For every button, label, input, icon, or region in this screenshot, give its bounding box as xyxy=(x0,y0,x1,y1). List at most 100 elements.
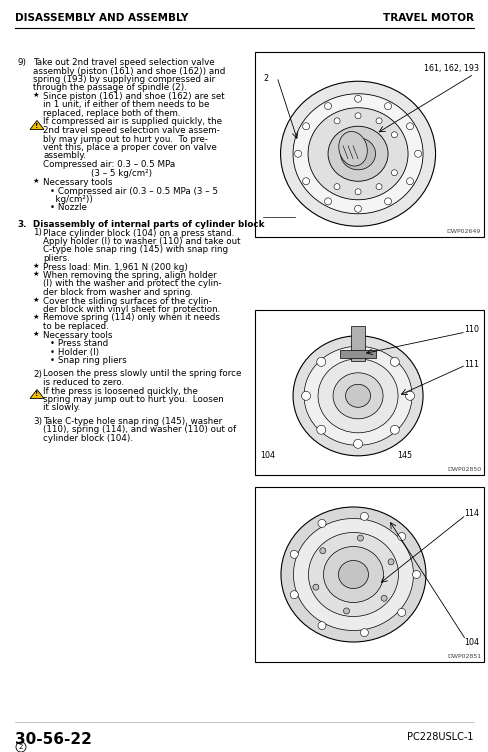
Circle shape xyxy=(316,357,325,366)
Ellipse shape xyxy=(345,384,370,408)
Bar xyxy=(254,487,483,662)
Bar xyxy=(339,350,375,358)
Circle shape xyxy=(406,123,413,130)
Text: DWP02850: DWP02850 xyxy=(446,467,480,472)
Text: DWP02851: DWP02851 xyxy=(446,654,480,659)
Text: pliers.: pliers. xyxy=(43,254,70,263)
Text: (3 – 5 kg/cm²): (3 – 5 kg/cm²) xyxy=(91,168,152,177)
Text: vent this, place a proper cover on valve: vent this, place a proper cover on valve xyxy=(43,143,216,152)
Circle shape xyxy=(414,150,421,157)
Text: Disassembly of internal parts of cylinder block: Disassembly of internal parts of cylinde… xyxy=(33,220,264,229)
Text: spring may jump out to hurt you.  Loosen: spring may jump out to hurt you. Loosen xyxy=(43,395,224,404)
Text: C-type hole snap ring (145) with snap ring: C-type hole snap ring (145) with snap ri… xyxy=(43,245,228,254)
Text: 3.: 3. xyxy=(17,220,26,229)
Circle shape xyxy=(354,189,360,195)
Text: Cover the sliding surfaces of the cylin-: Cover the sliding surfaces of the cylin- xyxy=(43,296,211,305)
Circle shape xyxy=(397,608,405,617)
Circle shape xyxy=(405,391,414,400)
Circle shape xyxy=(411,571,420,578)
Text: it slowly.: it slowly. xyxy=(43,404,80,413)
Text: 30-56-22: 30-56-22 xyxy=(15,732,92,747)
Circle shape xyxy=(390,170,397,176)
Circle shape xyxy=(390,132,397,138)
Text: Compressed air: 0.3 – 0.5 MPa: Compressed air: 0.3 – 0.5 MPa xyxy=(43,160,175,169)
Text: 111: 111 xyxy=(463,360,478,369)
Text: !: ! xyxy=(35,392,39,398)
Text: bly may jump out to hurt you.  To pre-: bly may jump out to hurt you. To pre- xyxy=(43,135,207,144)
Text: Remove spring (114) only when it needs: Remove spring (114) only when it needs xyxy=(43,314,220,323)
Text: ★: ★ xyxy=(33,92,40,98)
Circle shape xyxy=(290,550,298,558)
Text: through the passage of spindle (2).: through the passage of spindle (2). xyxy=(33,83,186,92)
Circle shape xyxy=(316,425,325,434)
Ellipse shape xyxy=(332,373,382,419)
Text: 1): 1) xyxy=(33,229,42,238)
Text: der block from washer and spring.: der block from washer and spring. xyxy=(43,288,193,297)
Text: Necessary tools: Necessary tools xyxy=(43,178,112,187)
Circle shape xyxy=(360,512,367,520)
Ellipse shape xyxy=(304,347,411,445)
Ellipse shape xyxy=(307,108,407,200)
Circle shape xyxy=(354,205,361,212)
Ellipse shape xyxy=(308,532,398,617)
Text: assembly.: assembly. xyxy=(43,151,86,160)
Circle shape xyxy=(375,183,381,190)
Circle shape xyxy=(312,584,318,590)
Circle shape xyxy=(389,357,399,366)
Text: 2): 2) xyxy=(33,369,42,378)
Polygon shape xyxy=(30,120,44,129)
Text: 2: 2 xyxy=(19,744,23,750)
Circle shape xyxy=(343,608,349,614)
Ellipse shape xyxy=(323,547,383,602)
Text: Necessary tools: Necessary tools xyxy=(43,330,112,339)
Text: kg/cm²)): kg/cm²)) xyxy=(50,195,93,204)
Text: Apply holder (I) to washer (110) and take out: Apply holder (I) to washer (110) and tak… xyxy=(43,237,240,246)
Circle shape xyxy=(317,520,325,527)
Text: 9): 9) xyxy=(17,58,26,67)
Circle shape xyxy=(302,177,309,185)
Circle shape xyxy=(389,425,399,434)
Text: in 1 unit, if either of them needs to be: in 1 unit, if either of them needs to be xyxy=(43,101,209,110)
Circle shape xyxy=(354,113,360,119)
Ellipse shape xyxy=(327,126,387,181)
Text: ★: ★ xyxy=(33,178,40,184)
Text: If compressed air is supplied quickly, the: If compressed air is supplied quickly, t… xyxy=(43,117,222,126)
Text: 104: 104 xyxy=(260,451,274,460)
Circle shape xyxy=(384,102,391,110)
Text: Since piston (161) and shoe (162) are set: Since piston (161) and shoe (162) are se… xyxy=(43,92,224,101)
Text: spring (193) by supplying compressed air: spring (193) by supplying compressed air xyxy=(33,75,215,84)
Bar xyxy=(254,310,483,475)
Text: • Nozzle: • Nozzle xyxy=(50,204,87,213)
Bar xyxy=(254,52,483,237)
Text: (110), spring (114), and washer (110) out of: (110), spring (114), and washer (110) ou… xyxy=(43,426,236,435)
Text: 2: 2 xyxy=(263,74,267,83)
Circle shape xyxy=(357,535,363,541)
Text: Take out 2nd travel speed selection valve: Take out 2nd travel speed selection valv… xyxy=(33,58,214,67)
Circle shape xyxy=(294,150,301,157)
Text: • Press stand: • Press stand xyxy=(50,339,108,348)
Circle shape xyxy=(324,102,331,110)
Circle shape xyxy=(354,96,361,102)
Ellipse shape xyxy=(280,81,435,226)
Circle shape xyxy=(290,590,298,599)
Polygon shape xyxy=(30,390,44,399)
Ellipse shape xyxy=(281,507,425,642)
Text: der block with vinyl sheet for protection.: der block with vinyl sheet for protectio… xyxy=(43,305,220,314)
Text: PC228USLC-1: PC228USLC-1 xyxy=(407,732,473,742)
Text: assembly (piston (161) and shoe (162)) and: assembly (piston (161) and shoe (162)) a… xyxy=(33,66,225,75)
Circle shape xyxy=(380,596,386,602)
Circle shape xyxy=(319,547,325,553)
Circle shape xyxy=(333,118,339,124)
Text: 145: 145 xyxy=(396,451,411,460)
Text: (I) with the washer and protect the cylin-: (I) with the washer and protect the cyli… xyxy=(43,280,221,289)
Text: ★: ★ xyxy=(33,314,40,320)
Text: ★: ★ xyxy=(33,271,40,277)
Text: ★: ★ xyxy=(33,330,40,336)
Text: • Compressed air (0.3 – 0.5 MPa (3 – 5: • Compressed air (0.3 – 0.5 MPa (3 – 5 xyxy=(50,186,218,196)
Circle shape xyxy=(301,391,310,400)
Circle shape xyxy=(317,622,325,629)
Circle shape xyxy=(302,123,309,130)
Ellipse shape xyxy=(292,94,422,214)
Text: When removing the spring, align holder: When removing the spring, align holder xyxy=(43,271,216,280)
Text: 110: 110 xyxy=(463,325,478,334)
